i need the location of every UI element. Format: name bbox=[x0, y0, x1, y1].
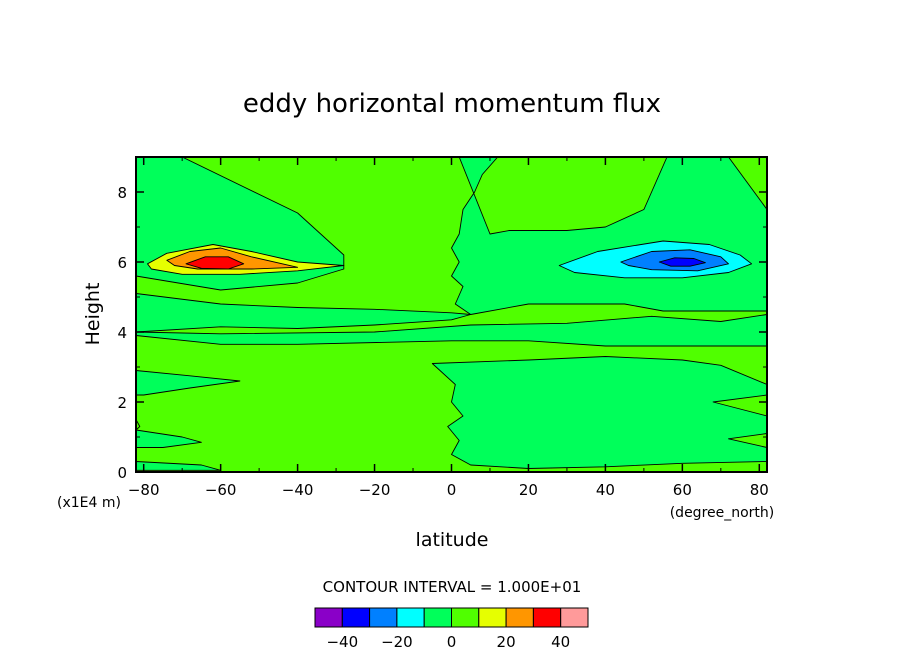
y-tick-label: 4 bbox=[117, 324, 127, 342]
y-tick-label: 6 bbox=[117, 254, 127, 272]
x-axis-unit: (degree_north) bbox=[670, 505, 775, 521]
colorbar-swatch bbox=[478, 607, 507, 628]
x-tick-label: −80 bbox=[128, 481, 160, 499]
contour-region-16 bbox=[658, 257, 706, 267]
x-axis: −80 −60 −40 −20 0 20 40 60 80 bbox=[128, 157, 769, 499]
colorbar-swatch bbox=[396, 607, 425, 628]
x-tick-label: −60 bbox=[205, 481, 237, 499]
colorbar-label: −40 bbox=[326, 633, 358, 651]
colorbar: −40 −20 0 20 40 bbox=[314, 607, 589, 651]
contour-region-5 bbox=[136, 370, 241, 396]
colorbar-swatch bbox=[560, 607, 589, 628]
colorbar-label: 20 bbox=[497, 633, 516, 651]
colorbar-swatch bbox=[341, 607, 371, 628]
contour-region-3 bbox=[136, 314, 767, 347]
x-axis-label: latitude bbox=[416, 529, 489, 551]
y-axis: 0 2 4 6 8 bbox=[117, 156, 767, 482]
x-tick-label: 40 bbox=[596, 481, 615, 499]
x-tick-label: −20 bbox=[359, 481, 391, 499]
contour-regions bbox=[136, 157, 767, 471]
y-tick-label: 2 bbox=[117, 394, 127, 412]
contour-region-9 bbox=[712, 394, 767, 417]
chart-title: eddy horizontal momentum flux bbox=[243, 89, 661, 119]
y-tick-label: 8 bbox=[117, 184, 127, 202]
colorbar-label: 0 bbox=[447, 633, 457, 651]
x-tick-label: 20 bbox=[519, 481, 538, 499]
colorbar-swatch bbox=[451, 607, 480, 628]
contour-region-4 bbox=[431, 356, 767, 469]
colorbar-label: −20 bbox=[381, 633, 413, 651]
contour-interval-text: CONTOUR INTERVAL = 1.000E+01 bbox=[323, 578, 582, 596]
x-tick-label: 60 bbox=[673, 481, 692, 499]
contour-region-10 bbox=[728, 433, 767, 448]
y-axis-label: Height bbox=[82, 283, 104, 346]
contour-region-2 bbox=[136, 293, 472, 333]
contour-region-13 bbox=[185, 256, 245, 270]
y-axis-unit: (x1E4 m) bbox=[57, 495, 121, 511]
colorbar-swatch bbox=[314, 607, 343, 628]
y-tick-label: 0 bbox=[117, 464, 127, 482]
colorbar-swatch bbox=[423, 607, 453, 628]
x-tick-label: −40 bbox=[282, 481, 314, 499]
colorbar-label: 40 bbox=[551, 633, 570, 651]
x-tick-label: 0 bbox=[447, 481, 457, 499]
colorbar-swatch bbox=[369, 607, 398, 628]
colorbar-swatch bbox=[505, 607, 534, 628]
colorbar-swatch bbox=[532, 607, 562, 628]
x-tick-label: 80 bbox=[750, 481, 769, 499]
contour-region-6 bbox=[136, 429, 202, 448]
